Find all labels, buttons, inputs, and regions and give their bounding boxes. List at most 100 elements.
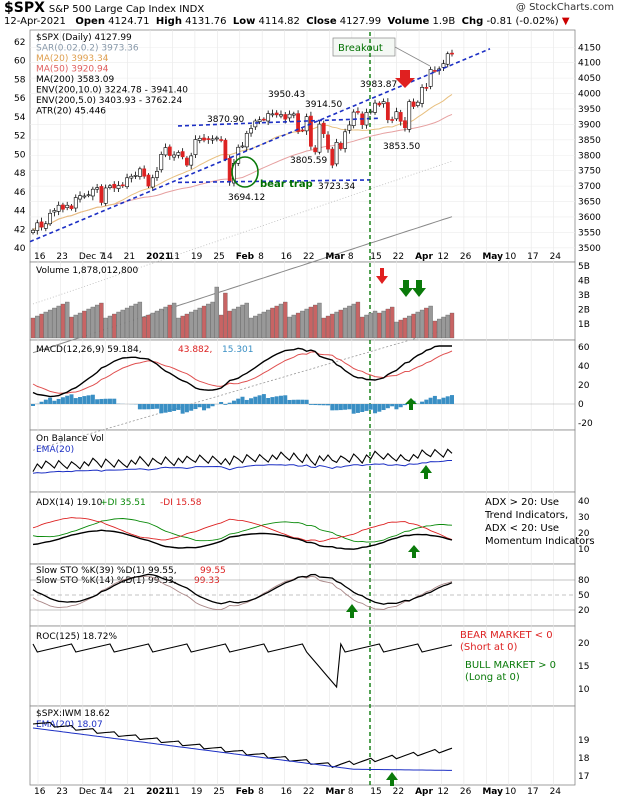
x-tick-bottom: 14: [101, 787, 113, 797]
roc-tick: 15: [578, 662, 589, 672]
x-tick-bottom: 25: [213, 787, 224, 797]
roc-legend: ROC(125) 18.72%: [36, 632, 117, 642]
candle: [296, 113, 300, 132]
macd-histogram-bar: [300, 399, 305, 404]
volume-bar: [214, 286, 219, 339]
macd-histogram-bar: [43, 399, 48, 404]
candle: [48, 212, 53, 225]
candle: [270, 113, 275, 116]
macd-signal-line: [32, 350, 453, 394]
open-label: Open: [75, 16, 105, 27]
volume-bar: [77, 312, 83, 339]
volume-bar: [159, 308, 164, 339]
x-tick-top: 22: [393, 252, 404, 262]
volume-tick: 3B: [578, 291, 590, 301]
price-annotation: 3950.43: [268, 90, 305, 100]
macd-hist-legend: 15.301: [222, 345, 254, 355]
symbol: $SPX: [4, 0, 45, 16]
price-annotation: 3694.12: [228, 193, 265, 203]
macd-histogram-bar: [330, 404, 335, 411]
macd-histogram-bar: [69, 394, 74, 404]
candle: [394, 111, 399, 120]
price-annotation: 3853.50: [383, 142, 420, 152]
volume-bar: [445, 314, 450, 339]
candle: [240, 145, 245, 148]
macd-histogram-bar: [394, 404, 399, 410]
macd-histogram-bar: [445, 396, 450, 404]
volume-bar: [176, 317, 181, 339]
macd-histogram-bar: [390, 404, 395, 407]
adx-note: Trend Indicators,: [484, 510, 568, 521]
macd-histogram-bar: [424, 399, 429, 404]
x-tick-bottom: May: [482, 787, 503, 797]
x-tick-bottom: 16: [34, 787, 46, 797]
volume-legend: Volume 1,878,012,800: [36, 266, 138, 276]
sto-short-d-legend: 99.33: [194, 576, 220, 586]
macd-histogram-bar: [52, 400, 57, 404]
price-legend-item: ENV(200,5.0) 3403.93 - 3762.24: [36, 96, 182, 106]
adx-tick: 30: [578, 513, 590, 523]
sto-long-legend: Slow STO %K(39) %D(1) 99.55,: [36, 566, 177, 576]
x-tick-bottom: 23: [56, 787, 67, 797]
volume-bar: [210, 301, 215, 339]
candle: [133, 175, 138, 177]
volume-bar: [124, 307, 130, 339]
volume-bar: [449, 312, 455, 339]
volume-bar: [424, 307, 429, 339]
candle: [125, 177, 129, 188]
bear-market-note: BEAR MARKET < 0: [460, 630, 553, 641]
candle: [95, 187, 100, 190]
sto-long-line: [32, 573, 453, 605]
volume-bar: [86, 308, 91, 339]
candle: [283, 114, 288, 120]
adx-line: [32, 529, 453, 550]
candle: [129, 175, 134, 179]
ratio-tick: 19: [578, 736, 590, 746]
candle: [65, 204, 70, 209]
candle: [257, 119, 262, 122]
macd-histogram-bar: [326, 404, 331, 406]
y-tick-left: 54: [14, 113, 26, 123]
plus-di-legend: +DI 35.51: [100, 498, 146, 508]
candle: [398, 112, 403, 122]
macd-signal-legend: 43.882,: [178, 345, 212, 355]
macd-histogram-bar: [31, 404, 35, 406]
y-tick-left: 46: [14, 188, 26, 198]
macd-histogram-bar: [90, 394, 95, 404]
volume-bar: [167, 304, 172, 339]
volume-bar: [171, 302, 177, 339]
breakout-label: Breakout: [338, 43, 383, 54]
macd-histogram-bar: [231, 400, 236, 404]
macd-histogram-bar: [142, 404, 147, 410]
y-tick-left: 50: [14, 150, 26, 160]
exchange: INDX: [179, 4, 205, 15]
candle: [415, 101, 420, 106]
macd-histogram-bar: [176, 404, 181, 410]
sto-long-d-legend: 99.55: [200, 566, 226, 576]
y-tick-left: 42: [14, 225, 25, 235]
ratio-legend: $SPX:IWM 18.62: [36, 709, 110, 719]
macd-histogram-bar: [180, 404, 185, 414]
roc-tick: 20: [578, 639, 590, 649]
volume-bar: [338, 309, 343, 339]
macd-histogram-bar: [73, 398, 78, 404]
volume-bar: [189, 311, 194, 339]
ma20-line: [32, 93, 453, 231]
volume-bar: [120, 309, 125, 339]
volume-bar: [347, 305, 352, 339]
macd-tick: -20: [578, 419, 593, 429]
macd-histogram-bar: [385, 404, 390, 409]
volume-bar: [129, 305, 134, 339]
x-tick-bottom: Dec 7: [79, 787, 105, 797]
y-tick-right: 3650: [578, 198, 601, 208]
volume-bar: [231, 308, 237, 339]
macd-histogram-bar: [86, 395, 91, 404]
panel-frame-price: [29, 29, 576, 263]
bull-market-note: (Long at 0): [465, 672, 520, 683]
macd-tick: 0: [578, 400, 584, 410]
macd-histogram-bar: [103, 398, 108, 404]
macd-histogram-bar: [95, 399, 100, 404]
candle: [197, 137, 202, 141]
volume-bar: [112, 313, 117, 339]
sto-short-legend: Slow STO %K(14) %D(1) 99.33,: [36, 576, 177, 586]
